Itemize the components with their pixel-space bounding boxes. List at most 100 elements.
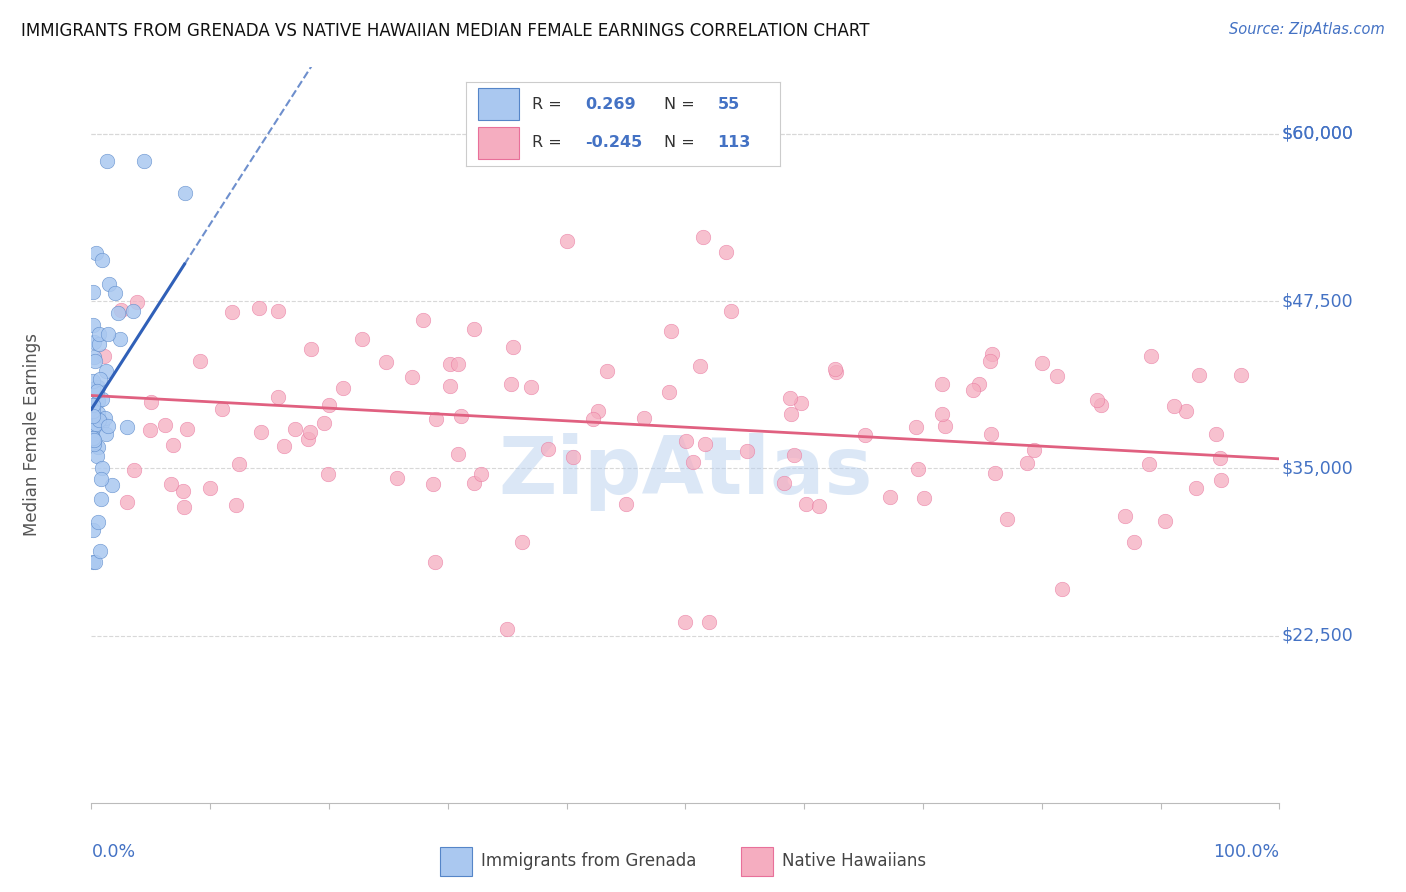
Point — [1174, 404, 1197, 418]
Point — [153, 418, 176, 433]
Point — [1209, 451, 1232, 466]
Point — [912, 491, 935, 506]
Point — [89, 336, 111, 351]
Point — [97, 418, 120, 433]
Point — [82, 431, 104, 445]
Point — [499, 377, 522, 392]
Point — [247, 301, 270, 315]
Point — [83, 354, 105, 368]
Text: Median Female Earnings: Median Female Earnings — [22, 334, 41, 536]
Point — [107, 306, 129, 320]
Point — [984, 466, 1007, 480]
Text: 0.0%: 0.0% — [91, 843, 135, 862]
Point — [86, 417, 108, 432]
FancyBboxPatch shape — [440, 847, 472, 876]
Point — [83, 434, 105, 448]
Point — [1031, 356, 1053, 370]
Text: IMMIGRANTS FROM GRENADA VS NATIVE HAWAIIAN MEDIAN FEMALE EARNINGS CORRELATION CH: IMMIGRANTS FROM GRENADA VS NATIVE HAWAII… — [21, 22, 869, 40]
Text: $35,000: $35,000 — [1282, 459, 1354, 477]
Point — [695, 436, 717, 450]
Point — [87, 406, 110, 420]
Point — [94, 410, 117, 425]
Point — [97, 326, 120, 341]
FancyBboxPatch shape — [741, 847, 773, 876]
Point — [87, 394, 110, 409]
Point — [502, 340, 524, 354]
Point — [176, 422, 198, 436]
Point — [1205, 427, 1227, 442]
Point — [561, 450, 583, 464]
Point — [510, 534, 533, 549]
Point — [659, 324, 682, 338]
Point — [221, 305, 243, 319]
Point — [782, 448, 804, 462]
Point — [675, 434, 697, 448]
Point — [463, 475, 485, 490]
Point — [90, 492, 112, 507]
Point — [115, 494, 138, 508]
Point — [86, 380, 108, 394]
Point — [692, 229, 714, 244]
Point — [108, 332, 131, 346]
Point — [375, 355, 398, 369]
Text: $60,000: $60,000 — [1282, 125, 1354, 143]
Point — [225, 498, 247, 512]
Point — [87, 380, 110, 394]
Point — [439, 357, 461, 371]
Point — [1090, 398, 1112, 412]
Point — [316, 467, 339, 481]
Point — [96, 153, 118, 168]
Point — [447, 447, 470, 461]
Point — [297, 432, 319, 446]
Point — [122, 463, 145, 477]
Point — [1187, 368, 1209, 383]
Point — [412, 312, 434, 326]
Point — [249, 425, 271, 439]
Point — [1046, 368, 1069, 383]
Point — [110, 303, 132, 318]
Point — [779, 407, 801, 421]
Point — [84, 245, 107, 260]
Point — [90, 253, 112, 268]
Point — [905, 419, 928, 434]
Point — [82, 374, 104, 388]
Point — [633, 411, 655, 425]
Point — [673, 615, 696, 630]
Point — [121, 304, 143, 318]
Point — [1022, 442, 1045, 457]
Text: Immigrants from Grenada: Immigrants from Grenada — [481, 852, 696, 870]
Point — [995, 511, 1018, 525]
Point — [82, 523, 104, 537]
Point — [200, 481, 222, 495]
Point — [91, 392, 114, 407]
Point — [1163, 399, 1185, 413]
Point — [89, 372, 111, 386]
Point — [931, 376, 953, 391]
Point — [173, 500, 195, 515]
Point — [82, 409, 104, 424]
Point — [87, 440, 110, 454]
Point — [284, 422, 307, 436]
Point — [267, 390, 290, 404]
Point — [273, 439, 295, 453]
Point — [581, 412, 603, 426]
Point — [352, 332, 374, 346]
Point — [979, 353, 1001, 368]
Point — [332, 381, 354, 395]
Point — [91, 461, 114, 475]
Point — [228, 458, 250, 472]
Point — [98, 277, 121, 291]
Point — [82, 383, 104, 397]
Point — [1050, 582, 1073, 596]
Point — [967, 376, 990, 391]
Point — [808, 499, 831, 513]
Point — [115, 419, 138, 434]
Point — [90, 473, 112, 487]
Text: Source: ZipAtlas.com: Source: ZipAtlas.com — [1229, 22, 1385, 37]
Point — [94, 363, 117, 377]
Point — [658, 384, 681, 399]
Point — [301, 342, 323, 356]
Point — [1185, 481, 1208, 495]
Point — [737, 444, 759, 458]
Point — [401, 369, 423, 384]
